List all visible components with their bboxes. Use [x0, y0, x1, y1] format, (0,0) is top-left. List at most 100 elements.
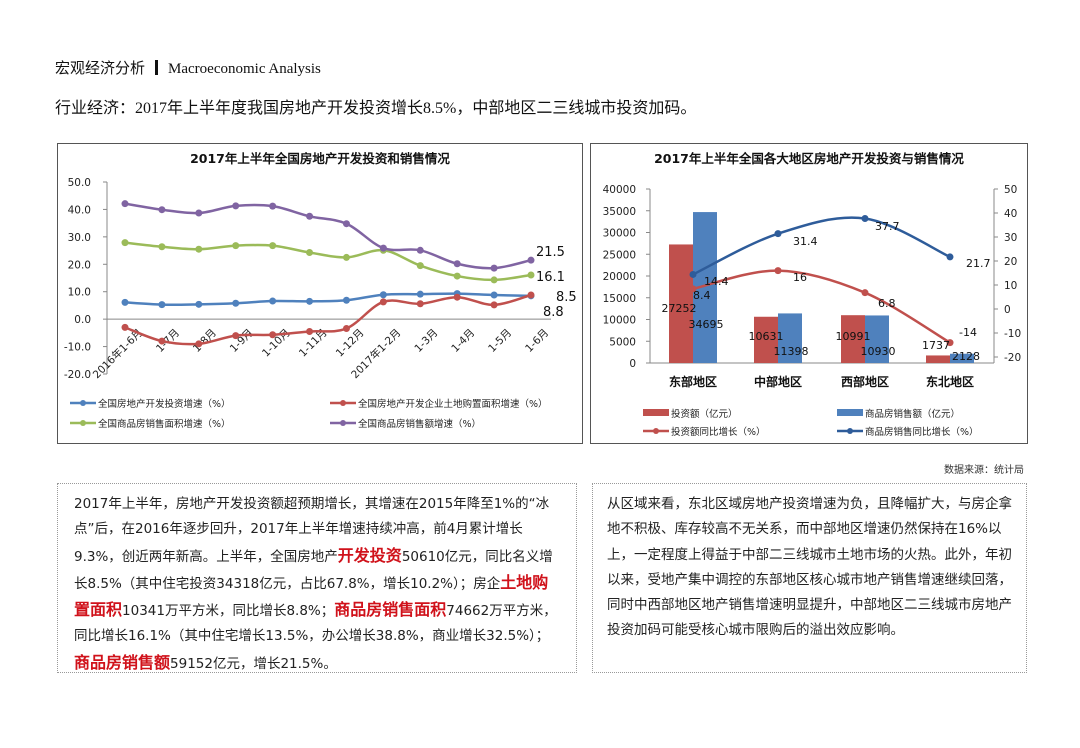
series-line — [124, 202, 532, 270]
bar-value-label: 10930 — [861, 345, 896, 358]
legend-label: 全国房地产开发投资增速（%） — [98, 398, 231, 410]
data-point — [269, 331, 277, 339]
legend-label: 全国商品房销售面积增速（%） — [98, 418, 231, 430]
y2-tick-label: -20 — [1004, 352, 1021, 364]
legend-marker — [847, 428, 853, 434]
data-point — [379, 244, 387, 252]
data-point — [946, 253, 954, 261]
y-tick-label: 20000 — [603, 271, 636, 283]
data-point — [453, 272, 461, 280]
data-point — [946, 339, 954, 347]
bar — [754, 316, 778, 363]
data-point — [379, 298, 387, 306]
data-point — [195, 340, 203, 348]
legend-swatch — [643, 409, 669, 416]
data-point — [774, 267, 782, 275]
end-value-label: 8.5 — [556, 290, 577, 305]
bar — [778, 313, 802, 363]
line-value-label: 37.7 — [875, 220, 900, 233]
data-point — [342, 324, 350, 332]
line-chart-svg: 2017年上半年全国房地产开发投资和销售情况 50.0 40.0 30.0 20.0 10… — [64, 151, 577, 430]
y2-tick-label: 30 — [1004, 232, 1017, 244]
data-point — [158, 206, 166, 214]
y-tick-label: 40.0 — [68, 204, 91, 216]
legend-marker — [340, 400, 346, 406]
legend-marker — [340, 420, 346, 426]
y2-tick-label: 40 — [1004, 208, 1017, 220]
data-point — [416, 290, 424, 298]
bar-value-label: 34695 — [689, 318, 724, 331]
y-tick-label: 10.0 — [68, 287, 91, 299]
bar — [841, 315, 865, 363]
data-point — [527, 271, 535, 279]
text-segment: 74662万平方米，同比增长16.1%（其中住宅增长13.5%，办公增长38.8… — [74, 603, 557, 645]
y2-tick-label: 0 — [1004, 304, 1011, 316]
end-value-label: 8.8 — [543, 305, 564, 320]
data-point — [121, 323, 129, 331]
data-point — [342, 220, 350, 228]
divider — [155, 60, 159, 75]
regional-analysis-text: 从区域来看，东北区域房地产投资增速为负，且降幅扩大，与房企拿地不积极、库存较高不… — [592, 483, 1027, 673]
y-tick-label: 10000 — [603, 315, 636, 327]
data-point — [416, 246, 424, 254]
data-point — [232, 202, 240, 210]
bar — [865, 315, 889, 363]
y-tick-label: 20.0 — [68, 259, 91, 271]
line-value-label: -14 — [959, 326, 977, 339]
bar — [669, 244, 693, 363]
data-point — [416, 262, 424, 270]
series-line — [692, 269, 951, 344]
data-point — [158, 243, 166, 251]
data-point — [269, 242, 277, 250]
data-point — [195, 245, 203, 253]
national-investment-sales-chart: 2017年上半年全国房地产开发投资和销售情况 50.0 40.0 30.0 20.0 10… — [57, 143, 583, 444]
y-tick-label: 0.0 — [74, 314, 91, 326]
y-tick-label: -20.0 — [64, 369, 91, 381]
data-point — [453, 293, 461, 301]
x-tick-label: 1-10月 — [260, 327, 293, 360]
bar-value-label: 2128 — [952, 350, 980, 363]
legend-label: 商品房销售同比增长（%） — [865, 426, 979, 438]
text-segment: 50610亿元，同比名义增长8.5%（其中住宅投资34318亿元，占比67.8%… — [74, 548, 553, 592]
data-source: 数据来源：统计局 — [944, 465, 1024, 476]
chart-title: 2017年上半年全国各大地区房地产开发投资与销售情况 — [654, 151, 964, 166]
y2-tick-label: 20 — [1004, 256, 1017, 268]
data-point — [490, 264, 498, 272]
series-line — [692, 216, 951, 276]
data-point — [527, 291, 535, 299]
chart-title: 2017年上半年全国房地产开发投资和销售情况 — [190, 151, 450, 166]
end-value-label: 21.5 — [536, 245, 565, 260]
category-label: 东部地区 — [669, 374, 717, 389]
data-point — [121, 298, 129, 306]
y-tick-label: 35000 — [603, 206, 636, 218]
y-tick-label: 25000 — [603, 249, 636, 261]
data-point — [121, 200, 129, 208]
bar — [926, 355, 950, 363]
data-point — [689, 270, 697, 278]
legend-marker — [80, 420, 86, 426]
text-segment: 10341万平方米，同比增长8.8%； — [122, 603, 335, 620]
data-point — [379, 291, 387, 299]
x-tick-label: 1-6月 — [523, 327, 551, 355]
section-title-en: Macroeconomic Analysis — [168, 61, 321, 77]
x-tick-label: 1-4月 — [449, 327, 477, 355]
data-point — [490, 291, 498, 299]
data-point — [195, 209, 203, 217]
line-value-label: 21.7 — [966, 257, 991, 270]
y2-tick-label: -10 — [1004, 328, 1021, 340]
legend-marker — [80, 400, 86, 406]
x-tick-label: 1-5月 — [486, 327, 514, 355]
data-point — [527, 256, 535, 264]
data-point — [195, 300, 203, 308]
bar-value-label: 27252 — [662, 302, 697, 315]
data-point — [158, 337, 166, 345]
data-point — [306, 212, 314, 220]
y-tick-label: -10.0 — [64, 342, 91, 354]
legend-label: 商品房销售额（亿元） — [865, 408, 960, 420]
legend-label: 全国房地产开发企业土地购置面积增速（%） — [358, 398, 548, 410]
legend-label: 投资额（亿元） — [671, 408, 738, 420]
y2-tick-label: 10 — [1004, 280, 1017, 292]
data-point — [453, 260, 461, 268]
y-tick-label: 30.0 — [68, 232, 91, 244]
